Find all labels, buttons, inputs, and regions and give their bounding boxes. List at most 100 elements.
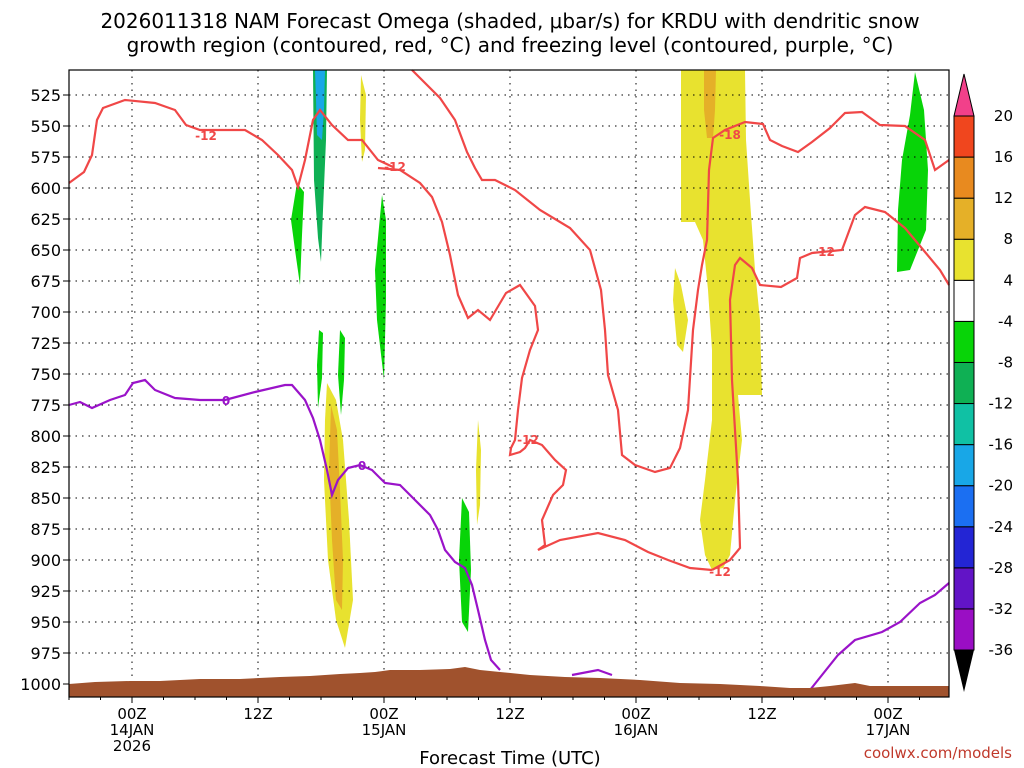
dgz-contours	[68, 69, 950, 572]
x-axis-label: Forecast Time (UTC)	[419, 748, 600, 768]
y-tick-label: 825	[30, 458, 61, 477]
colorbar-label: 8	[1003, 230, 1013, 248]
freezing-contour	[68, 378, 501, 671]
y-tick-label: 575	[30, 148, 61, 167]
colorbar-label: -36	[989, 641, 1014, 659]
y-tick-label: 1000	[20, 675, 61, 694]
colorbar-segment	[953, 361, 975, 405]
colorbar-extend-low	[954, 650, 974, 692]
y-tick-label: 600	[30, 179, 61, 198]
colorbar-segment	[953, 320, 975, 363]
colorbar-label: -28	[989, 559, 1014, 577]
dgz-contour	[377, 166, 713, 572]
colorbar-label: 20	[994, 107, 1013, 125]
dgz-label: -12	[384, 160, 406, 174]
x-tick-label: 00Z	[873, 705, 902, 723]
contour-labels: -12 -12 -12 -12 -12 -18 0 0	[195, 128, 835, 579]
omega-region	[459, 498, 471, 632]
credit-text: coolwx.com/models	[864, 744, 1012, 762]
freezing-label: 0	[222, 394, 230, 408]
omega-region	[317, 330, 323, 408]
x-tick-label: 16JAN	[614, 721, 659, 739]
colorbar-label: 16	[994, 148, 1013, 166]
y-axis: 525 550 575 600 625 650 675 700 725 750 775 800 825 8…	[20, 86, 69, 694]
freezing-label: 0	[358, 459, 366, 473]
colorbar-label: 12	[994, 189, 1013, 207]
dgz-label: -12	[517, 433, 539, 447]
omega-region	[313, 70, 327, 262]
omega-region	[375, 195, 386, 380]
colorbar-segment	[953, 526, 975, 569]
x-tick-label: 12Z	[243, 705, 272, 723]
y-tick-label: 650	[30, 241, 61, 260]
colorbar-segment	[953, 567, 975, 610]
y-tick-label: 950	[30, 613, 61, 632]
omega-shading	[291, 70, 928, 648]
colorbar-label: -12	[989, 395, 1014, 413]
y-tick-label: 900	[30, 551, 61, 570]
colorbar-segment	[953, 608, 975, 651]
colorbar-label: -24	[989, 518, 1014, 536]
colorbar-segment	[953, 197, 975, 240]
dgz-label: -12	[195, 129, 217, 143]
colorbar-label: -32	[989, 600, 1014, 618]
omega-region	[291, 183, 304, 285]
freezing-contours	[68, 378, 950, 691]
x-tick-label: 12Z	[495, 705, 524, 723]
colorbar-extend-high	[953, 73, 975, 117]
y-tick-label: 675	[30, 272, 61, 291]
y-tick-label: 875	[30, 520, 61, 539]
y-tick-label: 975	[30, 644, 61, 663]
colorbar-segment	[953, 485, 975, 528]
omega-region	[476, 420, 481, 525]
y-tick-label: 775	[30, 396, 61, 415]
dgz-label-18: -18	[719, 128, 741, 142]
dgz-contour	[68, 98, 394, 191]
colorbar-label: -4	[998, 312, 1013, 330]
plot-frame	[68, 69, 950, 698]
omega-region	[673, 268, 688, 352]
x-tick-label: 2026	[113, 737, 151, 755]
x-tick-label: 00Z	[621, 705, 650, 723]
y-tick-label: 850	[30, 489, 61, 508]
x-tick-label: 14JAN	[110, 721, 155, 739]
chart-title-line1: 2026011318 NAM Forecast Omega (shaded, μ…	[100, 9, 919, 33]
y-tick-label: 750	[30, 365, 61, 384]
colorbar-segment	[953, 115, 975, 158]
dgz-label: -12	[709, 565, 731, 579]
colorbar-segment	[953, 444, 975, 487]
omega-region	[338, 330, 345, 415]
colorbar: -36 -32 -28 -24 -20 -16 -12 -8 -4 4 8 12 16 20	[953, 73, 1014, 692]
x-tick-label: 12Z	[747, 705, 776, 723]
freezing-contour	[571, 668, 613, 677]
x-tick-label: 00Z	[117, 705, 146, 723]
y-tick-label: 800	[30, 427, 61, 446]
y-tick-label: 550	[30, 117, 61, 136]
x-tick-label: 17JAN	[866, 721, 911, 739]
chart-title-line2: growth region (contoured, red, °C) and f…	[127, 33, 894, 57]
omega-region	[315, 70, 325, 140]
colorbar-segment	[953, 403, 975, 446]
dgz-contour	[411, 69, 950, 474]
x-tick-label: 00Z	[369, 705, 398, 723]
omega-region	[897, 72, 928, 272]
y-tick-label: 700	[30, 303, 61, 322]
y-tick-label: 625	[30, 210, 61, 229]
dgz-label: -12	[813, 245, 835, 259]
omega-region	[704, 70, 716, 138]
dgz-contour	[711, 205, 950, 571]
omega-region	[329, 405, 343, 610]
plot-area	[69, 70, 949, 697]
terrain	[69, 667, 949, 697]
y-tick-label: 525	[30, 86, 61, 105]
colorbar-label: 4	[1003, 271, 1013, 289]
omega-region	[681, 70, 762, 570]
freezing-contour	[809, 582, 950, 691]
y-tick-label: 725	[30, 334, 61, 353]
y-tick-label: 925	[30, 582, 61, 601]
colorbar-segment	[953, 156, 975, 199]
colorbar-label: -20	[989, 477, 1014, 495]
colorbar-label: -8	[998, 353, 1013, 371]
